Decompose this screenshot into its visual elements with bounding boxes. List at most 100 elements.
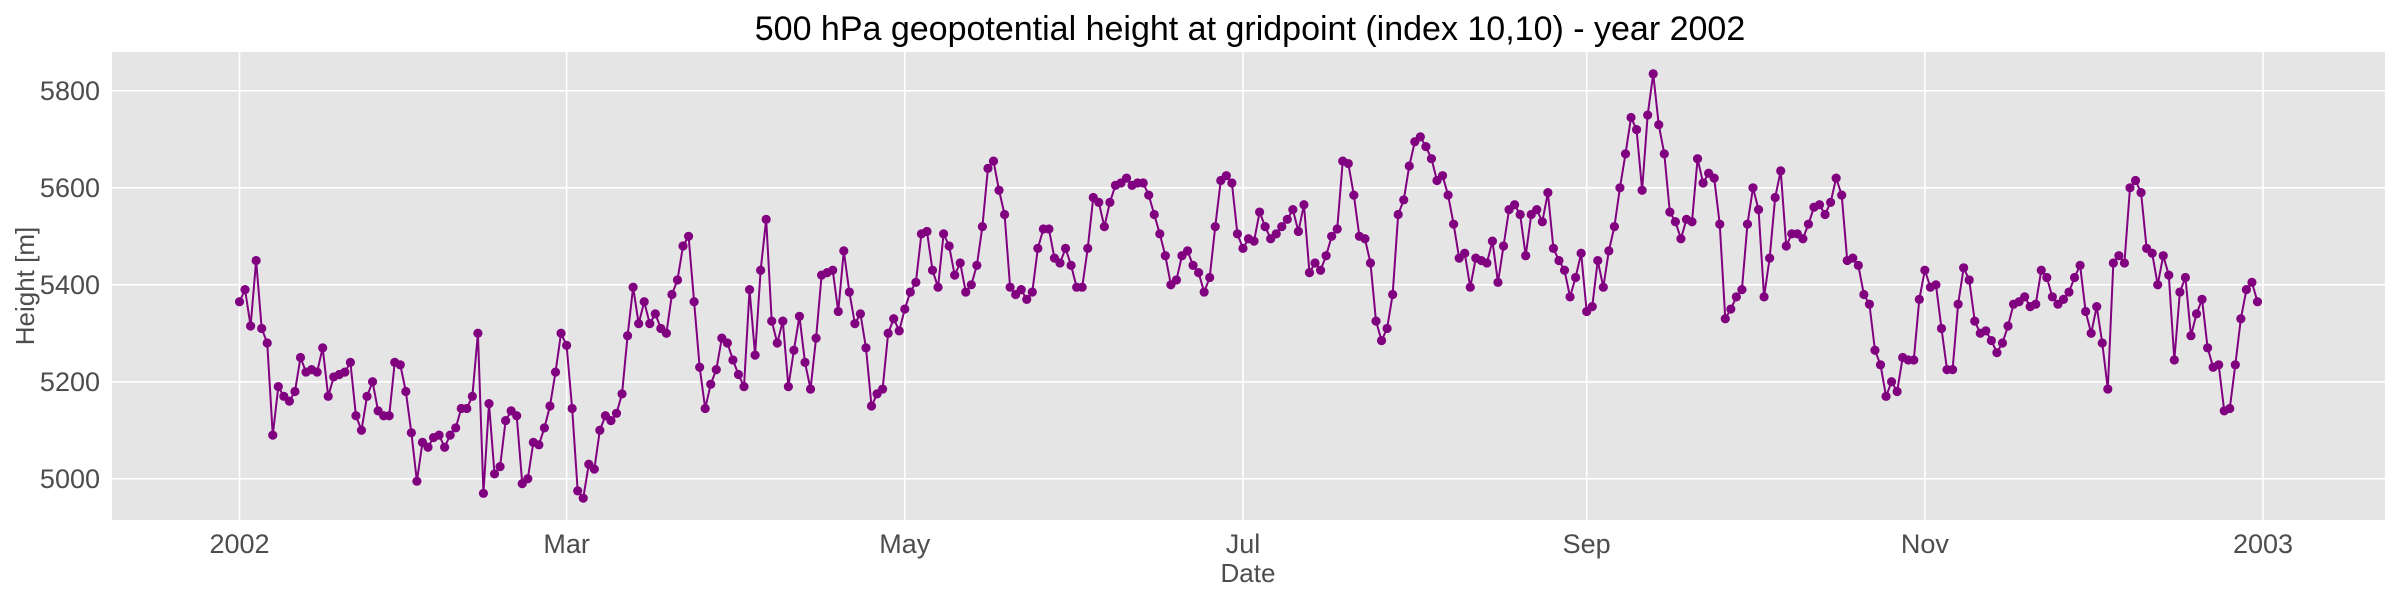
data-point [1554, 255, 1564, 266]
data-point [861, 343, 871, 353]
data-point [2203, 343, 2213, 353]
data-point [1121, 173, 1132, 183]
data-point [312, 367, 322, 377]
data-point [1016, 285, 1026, 295]
data-point [573, 486, 583, 496]
x-tick-label: Sep [1563, 529, 1611, 559]
data-point [1437, 171, 1448, 181]
data-point [628, 282, 638, 292]
data-point [1371, 316, 1381, 326]
data-point [2169, 355, 2179, 365]
data-point [2125, 183, 2135, 193]
data-point [484, 399, 494, 409]
data-point [1498, 241, 1509, 251]
y-tick-label: 5000 [40, 464, 100, 494]
data-point [938, 229, 949, 239]
data-point [445, 430, 455, 440]
data-point [1853, 260, 1863, 270]
data-point [2197, 294, 2207, 304]
data-point [2047, 292, 2057, 302]
data-point [783, 382, 793, 392]
data-point [1138, 178, 1148, 188]
data-point [495, 462, 505, 472]
data-point [994, 185, 1004, 195]
data-point [2247, 277, 2257, 287]
data-point [1781, 241, 1791, 251]
data-point [950, 270, 960, 280]
data-point [1299, 200, 1309, 210]
x-axis-label: Date [1221, 558, 1276, 588]
data-point [839, 246, 849, 256]
data-point [556, 328, 566, 338]
data-point [1315, 265, 1326, 275]
data-point [1620, 149, 1631, 159]
data-point [1604, 246, 1614, 256]
data-point [1460, 248, 1470, 258]
data-point [434, 430, 444, 440]
data-point [2180, 272, 2191, 283]
data-point [440, 442, 450, 452]
data-point [1227, 178, 1237, 188]
data-point [789, 345, 799, 355]
data-point [1676, 234, 1686, 244]
data-point [1753, 205, 1764, 215]
data-point [1920, 265, 1930, 275]
data-point [1615, 183, 1625, 193]
data-point [2086, 328, 2096, 338]
data-point [257, 323, 267, 334]
data-point [595, 425, 605, 435]
data-point [1260, 221, 1270, 232]
data-point [1144, 190, 1154, 200]
data-point [1293, 226, 1303, 237]
y-tick-label: 5800 [40, 76, 100, 106]
data-point [1171, 275, 1182, 285]
data-point [1083, 243, 1093, 254]
data-point [1532, 205, 1542, 215]
data-point [756, 265, 766, 275]
gridlines [112, 52, 2385, 520]
data-point [1465, 282, 1475, 292]
data-point [1626, 112, 1636, 123]
data-point [1659, 149, 1669, 159]
data-point [1820, 209, 1830, 220]
data-point [473, 328, 483, 338]
data-point [1970, 316, 1980, 326]
data-point [711, 365, 721, 375]
data-point [1182, 246, 1193, 256]
data-point [467, 391, 477, 401]
data-point [1637, 185, 1647, 195]
data-point [811, 333, 821, 343]
data-point [2020, 292, 2030, 302]
data-point [1376, 335, 1387, 346]
data-point [2175, 287, 2185, 297]
data-point [1254, 207, 1265, 217]
data-point [1826, 197, 1836, 207]
data-point [2058, 294, 2069, 304]
data-point [2003, 321, 2013, 331]
data-point [290, 386, 300, 397]
data-point [622, 331, 633, 341]
y-tick-label: 5200 [40, 367, 100, 397]
data-point [1022, 294, 1032, 304]
data-point [966, 280, 976, 290]
x-tick-label: Nov [1901, 529, 1950, 559]
data-point [1310, 258, 1320, 268]
data-point [351, 411, 361, 421]
data-point [1304, 268, 1315, 278]
data-point [273, 382, 283, 392]
data-point [1892, 386, 1902, 397]
data-point [545, 401, 555, 411]
data-point [1443, 190, 1453, 200]
data-point [1936, 323, 1947, 334]
data-point [1094, 197, 1104, 207]
data-point [800, 357, 810, 367]
x-tick-label: 2002 [209, 529, 269, 559]
data-point [1798, 234, 1808, 244]
data-point [1415, 132, 1425, 142]
data-point [1759, 292, 1769, 302]
data-point [2069, 272, 2080, 283]
data-point [1199, 287, 1209, 297]
data-point [744, 285, 755, 295]
